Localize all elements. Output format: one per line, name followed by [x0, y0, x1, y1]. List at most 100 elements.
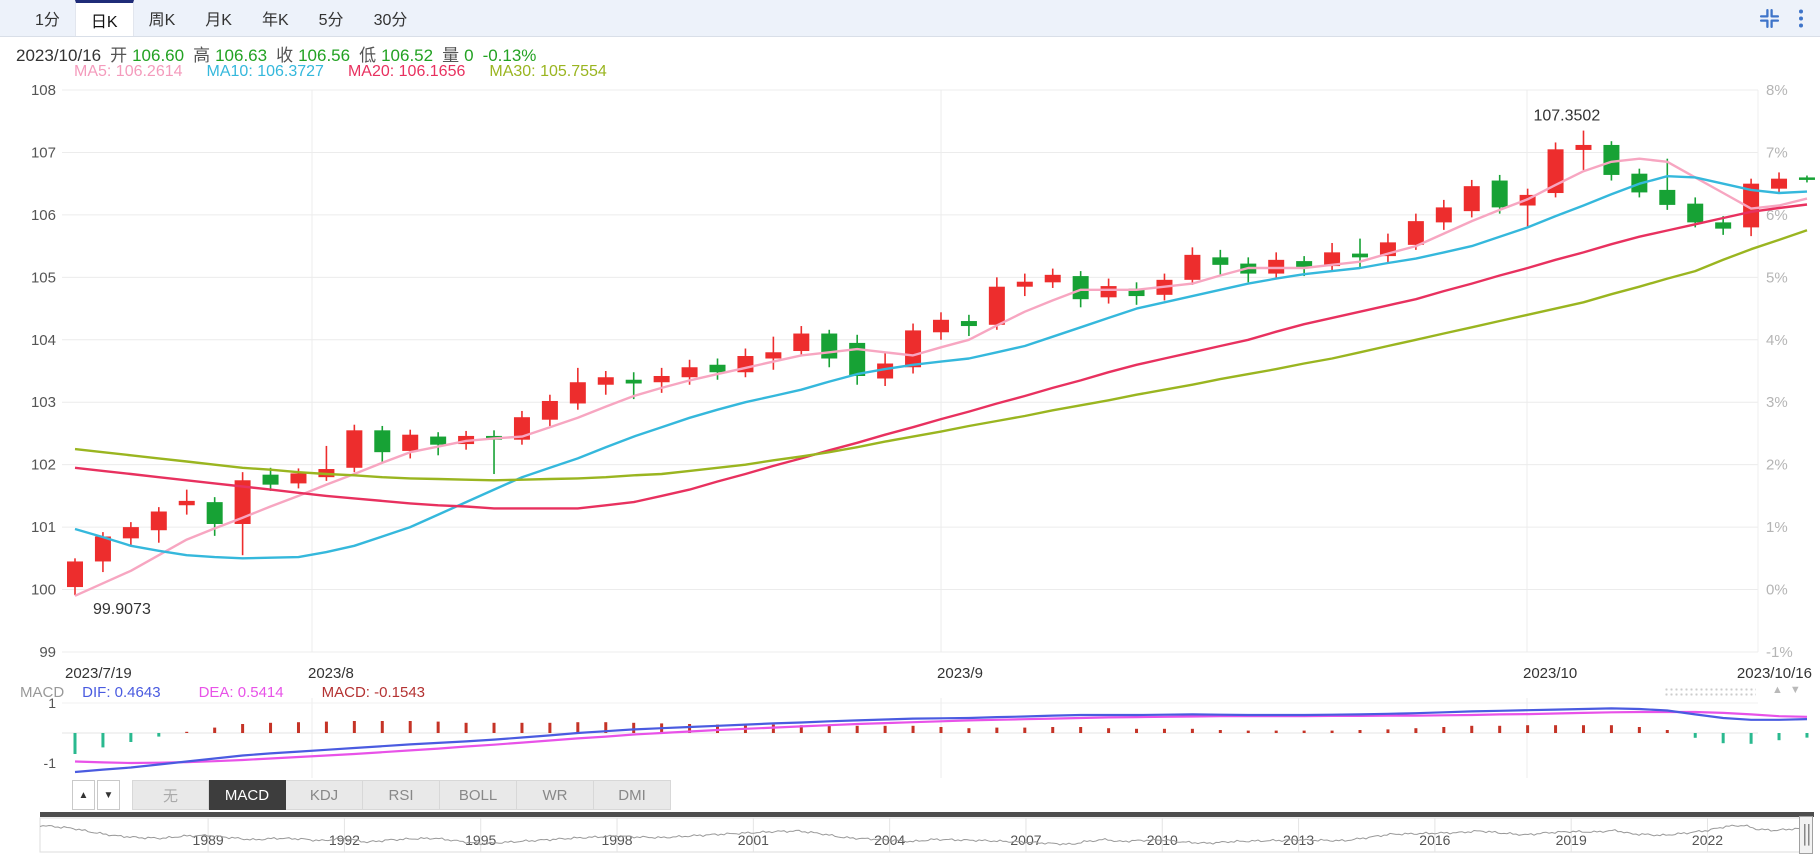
macd-values-row: MACD DIF: 0.4643 DEA: 0.5414 MACD: -0.1543	[20, 684, 463, 701]
ma-values-row: MA5: 106.2614 MA10: 106.3727 MA20: 106.165…	[74, 63, 631, 81]
svg-text:2019: 2019	[1556, 832, 1587, 848]
dea-line	[74, 710, 1808, 765]
svg-text:108: 108	[31, 82, 56, 99]
svg-text:107: 107	[31, 144, 56, 161]
indicator-tab-wr[interactable]: WR	[517, 780, 594, 810]
macd-fields: DIF: 0.4643 DEA: 0.5414 MACD: -0.1543	[82, 684, 463, 701]
price-annotations: 99.9073 107.3502	[93, 108, 1600, 619]
info-field-value: 0	[464, 46, 474, 65]
tab-日K[interactable]: 日K	[74, 0, 134, 36]
svg-text:101: 101	[31, 519, 56, 536]
indicator-tab-boll[interactable]: BOLL	[440, 780, 517, 810]
indicator-tab-dmi[interactable]: DMI	[594, 780, 671, 810]
ma-value-ma10: MA10: 106.3727	[206, 63, 324, 80]
tab-年K[interactable]: 年K	[261, 12, 289, 29]
macd-value-dif: DIF: 0.4643	[82, 684, 161, 701]
svg-text:1%: 1%	[1766, 519, 1788, 536]
indicator-tabs: 无 MACD KDJ RSI BOLL WR DMI	[132, 780, 671, 810]
timeline-navigator: 1989 1992 1995 1998 2001 2004 2007 2010 2013 2016…	[39, 817, 1813, 853]
info-field-value: 106.56	[298, 46, 351, 65]
svg-text:1995: 1995	[465, 832, 496, 848]
svg-text:104: 104	[31, 332, 56, 349]
indicator-tab-macd[interactable]: MACD	[209, 780, 286, 810]
more-menu-icon[interactable]	[1798, 8, 1804, 29]
svg-text:2023/10: 2023/10	[1523, 665, 1577, 682]
svg-text:100: 100	[31, 582, 56, 599]
info-field: 低 106.52	[359, 46, 433, 65]
svg-text:2016: 2016	[1419, 832, 1450, 848]
navigator-handle[interactable]	[1799, 816, 1813, 854]
ohlc-info-row: 2023/10/16 开 106.60 高 106.63 收 106.56 低 106.52 量 0…	[16, 41, 536, 66]
svg-text:107.3502: 107.3502	[1533, 108, 1600, 125]
tabbar-tabs: 1分 日K 周K 月K 年K 5分 30分	[20, 0, 422, 36]
panel-collapse-arrows[interactable]: ▲▼	[1772, 684, 1808, 696]
info-field-label: 低	[359, 46, 377, 65]
svg-text:2%: 2%	[1766, 457, 1788, 474]
indicator-tab-rsi[interactable]: RSI	[363, 780, 440, 810]
collapse-fullscreen-icon[interactable]	[1759, 8, 1780, 29]
svg-text:2007: 2007	[1010, 832, 1041, 848]
svg-text:1998: 1998	[601, 832, 632, 848]
svg-text:-1: -1	[44, 755, 57, 771]
svg-text:6%: 6%	[1766, 207, 1788, 224]
svg-text:102: 102	[31, 457, 56, 474]
info-fields: 开 106.60 高 106.63 收 106.56 低 106.52 量 0 -0.13%	[110, 46, 536, 65]
svg-text:3%: 3%	[1766, 394, 1788, 411]
indicator-bar: ▲ ▼ 无 MACD KDJ RSI BOLL WR DMI	[72, 780, 671, 810]
tab-30分[interactable]: 30分	[373, 12, 408, 29]
info-field-value: 106.63	[215, 46, 268, 65]
ma-lines	[74, 157, 1808, 597]
macd-value-dea: DEA: 0.5414	[198, 684, 284, 701]
price-grid: 108 8% 107 7% 106 6% 105 5% 104 4% 103 3% 102 2% 101 1%…	[31, 82, 1793, 661]
ma-value-ma20: MA20: 106.1656	[347, 63, 466, 80]
ma-line-ma20	[74, 203, 1808, 510]
svg-text:105: 105	[31, 269, 56, 286]
indicator-down-button[interactable]: ▼	[97, 780, 120, 810]
tab-5分[interactable]: 5分	[318, 12, 344, 29]
svg-text:5%: 5%	[1766, 269, 1788, 286]
ma-line-ma10	[74, 175, 1808, 560]
tab-1分[interactable]: 1分	[35, 12, 60, 29]
svg-text:1: 1	[48, 695, 56, 711]
ma-value-ma30: MA30: 105.7554	[489, 63, 607, 80]
svg-text:99: 99	[39, 644, 56, 661]
info-field: 开 106.60	[110, 46, 184, 65]
svg-text:103: 103	[31, 394, 56, 411]
svg-text:106: 106	[31, 207, 56, 224]
ma-line-ma30	[74, 229, 1808, 482]
indicator-tab-无[interactable]: 无	[132, 780, 209, 810]
panel-resize-dots[interactable]	[1664, 687, 1756, 697]
quote-date: 2023/10/16	[16, 46, 102, 65]
svg-text:2023/8: 2023/8	[308, 665, 354, 682]
svg-text:2023/10/16: 2023/10/16	[1737, 665, 1812, 682]
dif-line	[74, 707, 1808, 774]
svg-text:4%: 4%	[1766, 332, 1788, 349]
tab-周K[interactable]: 周K	[148, 12, 176, 29]
history-sparkline	[39, 824, 1811, 846]
tab-月K[interactable]: 月K	[205, 12, 232, 29]
info-field-label: 量	[442, 46, 460, 65]
navigator-scrollbar-track[interactable]	[40, 812, 1814, 817]
indicator-tab-kdj[interactable]: KDJ	[286, 780, 363, 810]
svg-text:2023/9: 2023/9	[937, 665, 983, 682]
svg-text:99.9073: 99.9073	[93, 601, 151, 618]
svg-text:2023/7/19: 2023/7/19	[65, 665, 132, 682]
toolbar-icons	[1759, 0, 1804, 36]
period-tabbar: 1分 日K 周K 月K 年K 5分 30分	[0, 0, 1820, 37]
info-field: 收 106.56	[276, 46, 350, 65]
info-field-value: 106.52	[381, 46, 434, 65]
svg-text:1992: 1992	[329, 832, 360, 848]
indicator-up-button[interactable]: ▲	[72, 780, 95, 810]
macd-panel-title: MACD	[20, 684, 65, 701]
change-percent: -0.13%	[482, 46, 537, 65]
ma-line-ma5	[74, 157, 1808, 597]
svg-text:2001: 2001	[738, 832, 769, 848]
info-field-label: 高	[193, 46, 211, 65]
info-field-label: 开	[110, 46, 128, 65]
macd-value-macd: MACD: -0.1543	[321, 684, 425, 701]
svg-text:-1%: -1%	[1766, 644, 1793, 661]
info-field-label: 收	[276, 46, 294, 65]
info-field-value: 106.60	[132, 46, 185, 65]
